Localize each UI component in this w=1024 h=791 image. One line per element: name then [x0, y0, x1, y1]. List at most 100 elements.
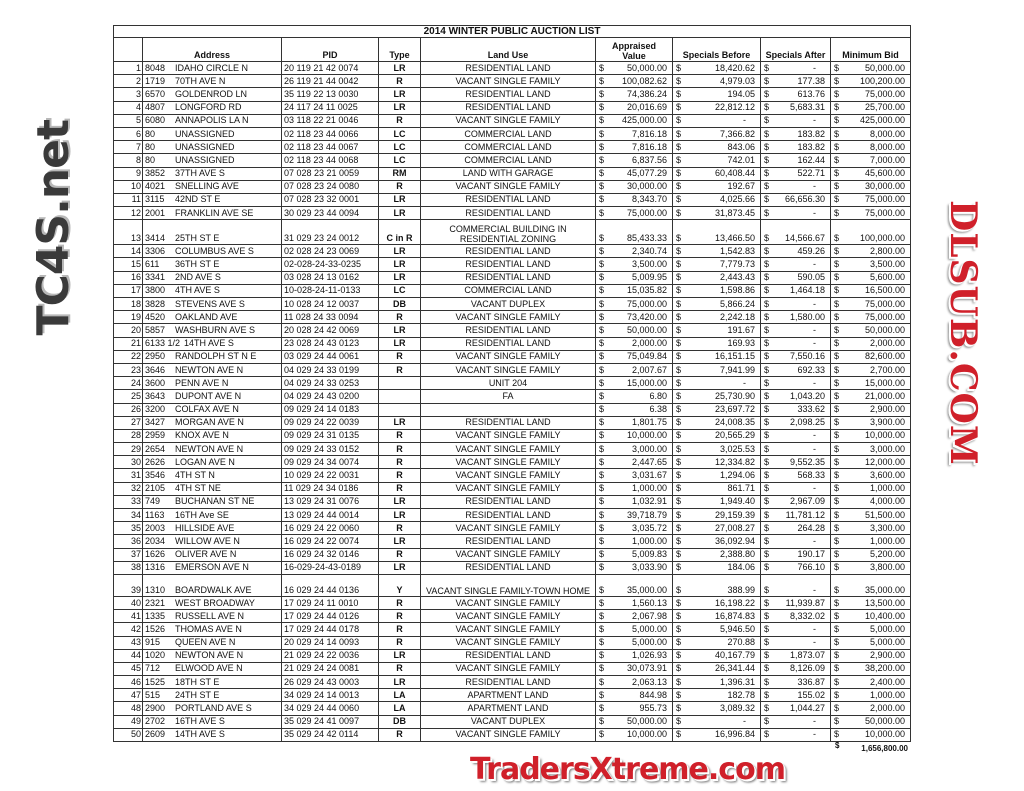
land-use-cell: RESIDENTIAL LAND	[420, 257, 596, 272]
address-cell: 2105 4TH ST NE	[142, 481, 282, 496]
header-land-use: Land Use	[420, 37, 596, 62]
street-name: 37TH AVE S	[175, 168, 225, 179]
header-specials-before: Specials Before	[672, 37, 761, 62]
header-minimum-bid: Minimum Bid	[829, 37, 912, 62]
currency-symbol: $	[599, 637, 605, 648]
land-use-cell: VACANT SINGLE FAMILY	[420, 310, 596, 325]
amount: 522.71	[797, 168, 825, 179]
address-cell: 1163 16TH Ave SE	[142, 507, 282, 523]
currency-symbol: $	[764, 62, 770, 73]
appraised-value-cell: $2,007.67	[595, 362, 673, 378]
amount: 50,000.00	[865, 324, 906, 335]
currency-symbol: $	[676, 233, 682, 244]
amount: 1,026.93	[631, 650, 667, 661]
type-cell: R	[378, 362, 421, 378]
row-number: 24	[113, 376, 143, 391]
house-number: 1163	[145, 509, 165, 520]
land-use-cell: RESIDENTIAL LAND	[420, 534, 596, 549]
street-name: 4TH ST NE	[175, 483, 221, 494]
amount: 843.06	[727, 141, 755, 152]
appraised-value-cell: $5,000.00	[595, 622, 673, 637]
specials-before-cell: $1,396.31	[672, 675, 761, 690]
table-row: 27 3427 MORGAN AVE N 09 029 24 22 0039 LR RES…	[113, 415, 912, 430]
house-number: 1316	[145, 562, 166, 573]
amount: 14,566.67	[784, 233, 825, 244]
specials-after-cell: $ -	[760, 323, 831, 338]
house-number: 2626	[145, 456, 166, 467]
pid-cell: 07 028 23 24 0080	[281, 179, 379, 194]
minimum-bid-cell: $75,000.00	[829, 87, 912, 102]
specials-after-cell: $ -	[760, 727, 831, 743]
minimum-bid-cell: $15,000.00	[829, 376, 912, 391]
land-use-cell: VACANT SINGLE FAMILY	[420, 179, 596, 194]
house-number: 2950	[145, 351, 166, 362]
currency-symbol: $	[764, 496, 770, 507]
minimum-bid-cell: $2,000.00	[829, 701, 912, 716]
street-name: BOARDWALK AVE	[175, 584, 252, 595]
amount: 6,837.56	[631, 154, 667, 165]
currency-symbol: $	[676, 207, 682, 218]
land-use-cell: RESIDENTIAL LAND	[420, 648, 596, 663]
specials-before-cell: $3,025.53	[672, 442, 761, 457]
amount: 29,159.39	[714, 509, 755, 520]
minimum-bid-cell: $425,000.00	[829, 113, 912, 128]
type-cell: R	[378, 349, 421, 364]
specials-before-cell: $27,008.27	[672, 521, 761, 536]
address-cell: 4807 LONGFORD RD	[142, 100, 282, 115]
currency-symbol: $	[599, 88, 605, 99]
minimum-bid-cell: $100,200.00	[829, 74, 912, 89]
specials-before-cell: $3,089.32	[672, 701, 761, 716]
appraised-value-cell: $6.38	[595, 402, 673, 417]
address-cell: 2654 NEWTON AVE N	[142, 442, 282, 457]
minimum-bid-cell: $10,000.00	[829, 428, 912, 444]
table-row: 49 2702 16TH AVE S 35 029 24 41 0097 DB VACAN…	[113, 714, 912, 729]
land-use-cell: COMMERCIAL LAND	[420, 140, 596, 155]
amount: -	[813, 207, 816, 218]
pid-cell: 09 029 24 22 0039	[281, 415, 379, 430]
currency-symbol: $	[764, 637, 770, 648]
row-number: 34	[113, 507, 143, 523]
street-name: OAKLAND AVE	[175, 311, 238, 322]
address-cell: 3600 PENN AVE N	[142, 376, 282, 391]
amount: 7,941.99	[719, 364, 755, 375]
currency-symbol: $	[599, 259, 605, 270]
amount: 24,008.35	[714, 417, 755, 428]
row-number: 40	[113, 595, 143, 611]
type-cell: R	[378, 113, 421, 128]
minimum-bid-cell: $35,000.00	[829, 573, 912, 597]
amount: 2,000.00	[870, 703, 906, 714]
amount: 333.62	[797, 404, 825, 415]
row-number: 9	[113, 166, 143, 181]
minimum-bid-cell: $8,000.00	[829, 140, 912, 155]
currency-symbol: $	[834, 663, 840, 674]
amount: 35,000.00	[865, 584, 906, 595]
currency-symbol: $	[764, 285, 770, 296]
currency-symbol: $	[834, 496, 840, 507]
street-name: 70TH AVE N	[175, 75, 226, 86]
house-number: 2654	[145, 443, 166, 454]
land-use-cell: VACANT SINGLE FAMILY	[420, 595, 596, 611]
specials-after-cell: $590.05	[760, 270, 831, 285]
minimum-bid-cell: $100,000.00	[829, 219, 912, 246]
amount: 45,077.29	[626, 168, 667, 179]
land-use-cell: RESIDENTIAL LAND	[420, 244, 596, 259]
street-name: OLIVER AVE N	[175, 549, 237, 560]
street-name: NEWTON AVE N	[175, 650, 244, 661]
house-number: 8048	[145, 62, 166, 73]
pid-cell: 26 119 21 44 0042	[281, 74, 379, 89]
row-number: 38	[113, 560, 143, 575]
currency-symbol: $	[599, 562, 605, 573]
currency-symbol: $	[599, 324, 605, 335]
currency-symbol: $	[834, 522, 840, 533]
amount: 8,000.00	[870, 141, 906, 152]
pid-cell: 16 029 24 22 0060	[281, 521, 379, 536]
minimum-bid-cell: $2,800.00	[829, 244, 912, 259]
currency-symbol: $	[834, 324, 840, 335]
currency-symbol: $	[764, 610, 770, 621]
street-name: 25TH ST E	[175, 233, 220, 244]
header-appraised-value: Appraised Value	[595, 37, 673, 62]
amount: 5,000.00	[631, 623, 667, 634]
amount: 425,000.00	[860, 115, 906, 126]
appraised-value-cell: $3,033.90	[595, 560, 673, 575]
specials-before-cell: $31,873.45	[672, 206, 761, 221]
